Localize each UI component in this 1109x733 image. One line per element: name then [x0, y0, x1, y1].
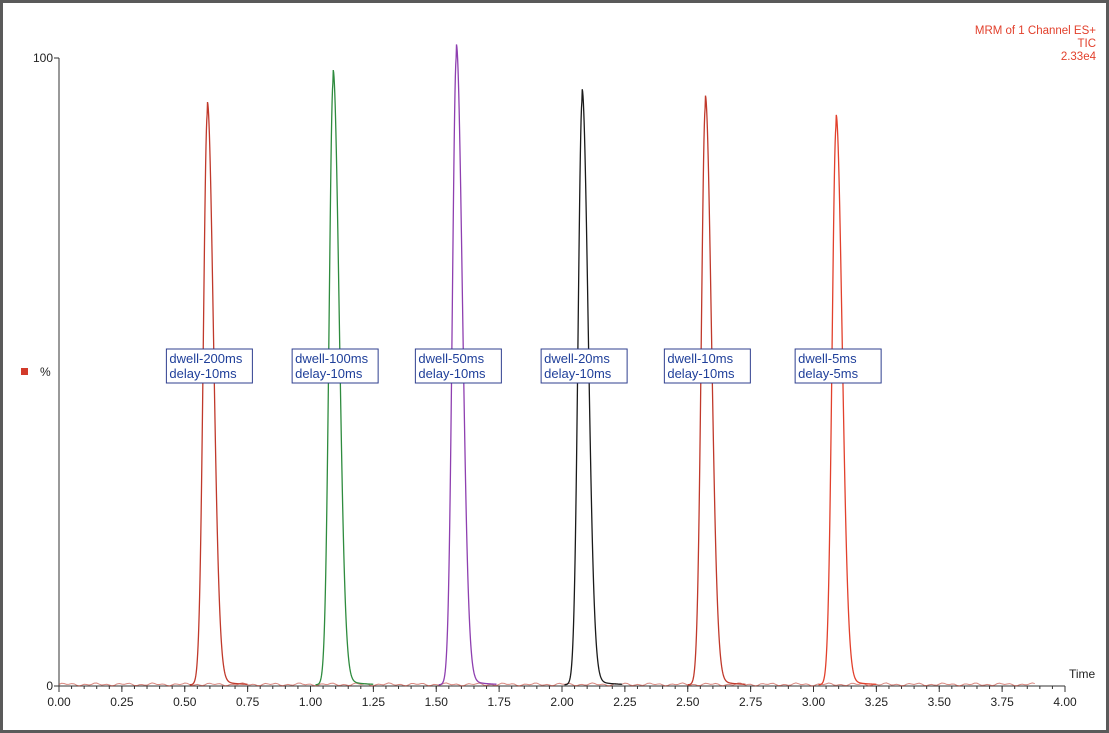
- peak-trace-4: [564, 89, 623, 686]
- peak-label-text-4: dwell-20ms: [544, 351, 610, 366]
- peak-label-box-3: [414, 348, 502, 384]
- x-tick-label: 3.00: [802, 695, 826, 709]
- peak-label-box-1: [165, 348, 253, 384]
- peak-label-text-1: delay-10ms: [169, 366, 237, 381]
- x-tick-label: 2.75: [739, 695, 763, 709]
- peak-label-text-3: delay-10ms: [418, 366, 486, 381]
- peak-label-text-6: dwell-5ms: [798, 351, 857, 366]
- peak-label-box-4: [540, 348, 628, 384]
- x-tick-label: 0.75: [236, 695, 260, 709]
- info-channel: MRM of 1 Channel ES+: [974, 25, 1096, 37]
- x-tick-label: 3.25: [865, 695, 889, 709]
- x-tick-label: 2.50: [676, 695, 700, 709]
- info-intensity: 2.33e4: [1060, 51, 1096, 63]
- info-tic: TIC: [1077, 38, 1096, 50]
- baseline-trace: [58, 682, 1035, 687]
- x-tick-label: 3.75: [990, 695, 1014, 709]
- x-tick-label: 0.25: [110, 695, 134, 709]
- y-axis-label: %: [40, 365, 51, 379]
- x-tick-label: 0.50: [173, 695, 197, 709]
- peak-label-text-5: dwell-10ms: [667, 351, 733, 366]
- x-tick-label: 1.75: [487, 695, 511, 709]
- peak-label-text-1: dwell-200ms: [169, 351, 242, 366]
- peak-label-text-5: delay-10ms: [667, 366, 735, 381]
- x-axis-label: Time: [1069, 667, 1096, 681]
- peak-trace-1: [189, 101, 248, 686]
- peak-trace-3: [438, 44, 497, 686]
- x-tick-label: 1.25: [362, 695, 386, 709]
- y-tick-label: 100: [33, 51, 53, 65]
- x-tick-label: 1.50: [425, 695, 449, 709]
- x-tick-label: 0.00: [47, 695, 71, 709]
- y-label-marker: [21, 368, 28, 375]
- y-tick-label: 0: [46, 679, 53, 693]
- peak-label-text-3: dwell-50ms: [418, 351, 484, 366]
- peak-trace-5: [687, 95, 746, 686]
- x-tick-label: 1.00: [299, 695, 323, 709]
- acquisition-info: MRM of 1 Channel ES+ TIC 2.33e4: [836, 25, 1096, 64]
- peak-label-text-4: delay-10ms: [544, 366, 612, 381]
- x-tick-label: 2.25: [613, 695, 637, 709]
- peak-label-box-2: [291, 348, 379, 384]
- x-tick-label: 2.00: [550, 695, 574, 709]
- peak-label-box-6: [794, 348, 882, 384]
- peak-trace-6: [818, 114, 877, 686]
- peak-trace-2: [315, 69, 374, 686]
- peak-label-text-6: delay-5ms: [798, 366, 858, 381]
- peak-label-text-2: delay-10ms: [295, 366, 363, 381]
- peak-label-box-5: [663, 348, 751, 384]
- peak-label-text-2: dwell-100ms: [295, 351, 368, 366]
- x-tick-label: 3.50: [928, 695, 952, 709]
- chromatogram-chart: 0 100% 0.00 0.25 0.50 0.75 1.00 1.25 1.50 1.75 2.0…: [21, 44, 1096, 709]
- x-tick-label: 4.00: [1053, 695, 1077, 709]
